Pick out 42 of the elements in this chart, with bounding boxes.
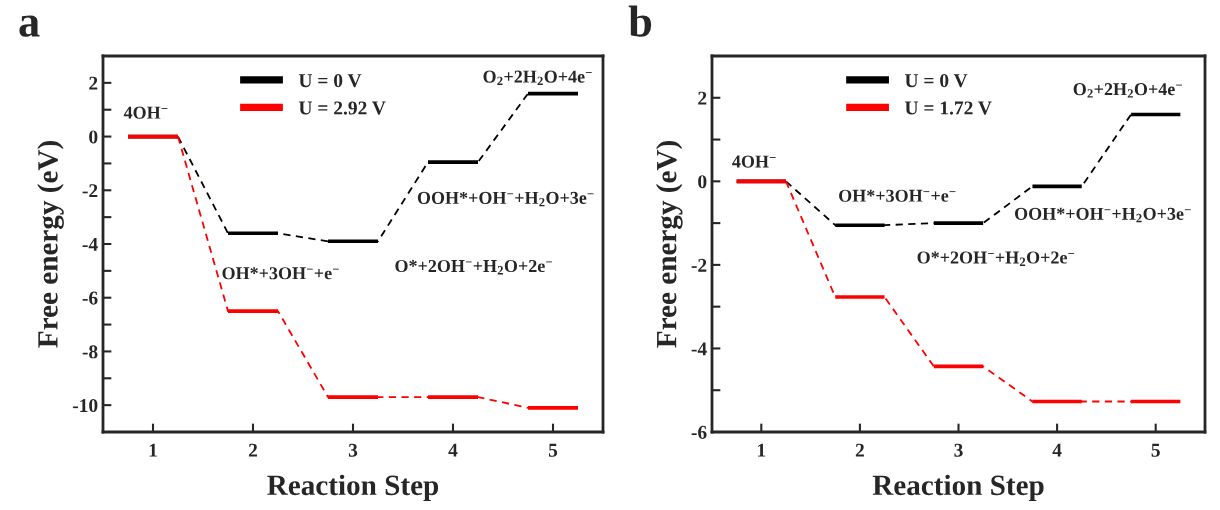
annotation: O$_{2}$+2H$_{2}$O+4e$^{−}$: [1073, 83, 1182, 98]
annotation: 4OH$^{−}$: [123, 106, 168, 119]
y-tick-label: -8: [82, 345, 98, 359]
x-tick-label: 3: [954, 443, 963, 457]
annotation: O$_{2}$+2H$_{2}$O+4e$^{−}$: [483, 70, 592, 86]
y-tick-label: 0: [89, 130, 98, 144]
annotation: OOH*+OH$^{−}$+H$_{2}$O+3e$^{−}$: [417, 191, 594, 207]
y-tick-label: -4: [82, 237, 98, 251]
y-tick-label: -6: [691, 425, 707, 439]
y-axis-title: Free energy (eV): [37, 141, 64, 348]
y-tick-label: 0: [698, 175, 707, 189]
y-tick-label: 2: [698, 91, 707, 105]
x-axis-title: Reaction Step: [872, 474, 1044, 502]
y-tick-label: -10: [72, 398, 98, 413]
annotation: O*+2OH$^{−}$+H$_{2}$O+2e$^{−}$: [917, 251, 1075, 266]
annotation: OH*+3OH$^{−}$+e$^{−}$: [222, 267, 339, 280]
x-tick-label: 2: [248, 443, 258, 457]
annotation: 4OH$^{−}$: [732, 155, 776, 168]
x-tick-label: 2: [855, 443, 864, 457]
x-tick-label: 3: [348, 443, 358, 457]
x-tick-label: 4: [448, 443, 458, 457]
y-axis-title: Free energy (eV): [655, 141, 683, 348]
annotation: OH*+3OH$^{−}$+e$^{−}$: [839, 189, 956, 202]
x-tick-label: 1: [758, 443, 766, 457]
y-tick-label: -4: [691, 342, 707, 356]
x-tick-label: 5: [1151, 443, 1160, 457]
annotation: O*+2OH$^{−}$+H$_{2}$O+2e$^{−}$: [395, 259, 552, 275]
annotation: OOH*+OH$^{−}$+H$_{2}$O+3e$^{−}$: [1014, 207, 1191, 223]
chart-title: a: [19, 15, 40, 37]
chart-title: b: [628, 5, 652, 37]
x-tick-label: 4: [1052, 443, 1062, 457]
y-tick-label: -2: [691, 258, 707, 272]
legend-label: U = 0 V: [298, 74, 362, 88]
y-tick-label: -6: [82, 291, 98, 305]
x-tick-label: 1: [149, 443, 157, 457]
y-tick-label: -2: [82, 184, 98, 198]
legend-label: U = 2.92 V: [298, 101, 386, 115]
legend-label: U = 1.72 V: [904, 101, 992, 115]
x-axis-title: Reaction Step: [267, 474, 439, 502]
legend-label: U = 0 V: [904, 74, 968, 88]
x-tick-label: 5: [548, 443, 558, 457]
y-tick-label: 2: [89, 76, 98, 90]
